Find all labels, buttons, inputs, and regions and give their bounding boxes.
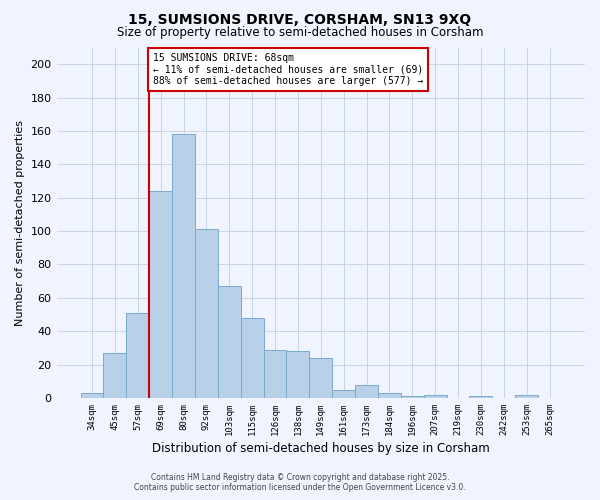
Bar [332, 390, 355, 398]
Text: 15, SUMSIONS DRIVE, CORSHAM, SN13 9XQ: 15, SUMSIONS DRIVE, CORSHAM, SN13 9XQ [128, 12, 472, 26]
Bar [195, 230, 218, 398]
X-axis label: Distribution of semi-detached houses by size in Corsham: Distribution of semi-detached houses by … [152, 442, 490, 455]
Bar [355, 384, 378, 398]
Bar [515, 394, 538, 398]
Bar [172, 134, 195, 398]
Text: Contains HM Land Registry data © Crown copyright and database right 2025.
Contai: Contains HM Land Registry data © Crown c… [134, 473, 466, 492]
Bar [469, 396, 493, 398]
Y-axis label: Number of semi-detached properties: Number of semi-detached properties [15, 120, 25, 326]
Bar [80, 393, 103, 398]
Bar [241, 318, 263, 398]
Bar [378, 393, 401, 398]
Bar [218, 286, 241, 398]
Text: 15 SUMSIONS DRIVE: 68sqm
← 11% of semi-detached houses are smaller (69)
88% of s: 15 SUMSIONS DRIVE: 68sqm ← 11% of semi-d… [152, 52, 423, 86]
Bar [424, 394, 446, 398]
Bar [127, 313, 149, 398]
Bar [263, 350, 286, 398]
Bar [286, 351, 310, 398]
Bar [310, 358, 332, 398]
Bar [149, 191, 172, 398]
Bar [103, 353, 127, 398]
Bar [401, 396, 424, 398]
Text: Size of property relative to semi-detached houses in Corsham: Size of property relative to semi-detach… [117, 26, 483, 39]
